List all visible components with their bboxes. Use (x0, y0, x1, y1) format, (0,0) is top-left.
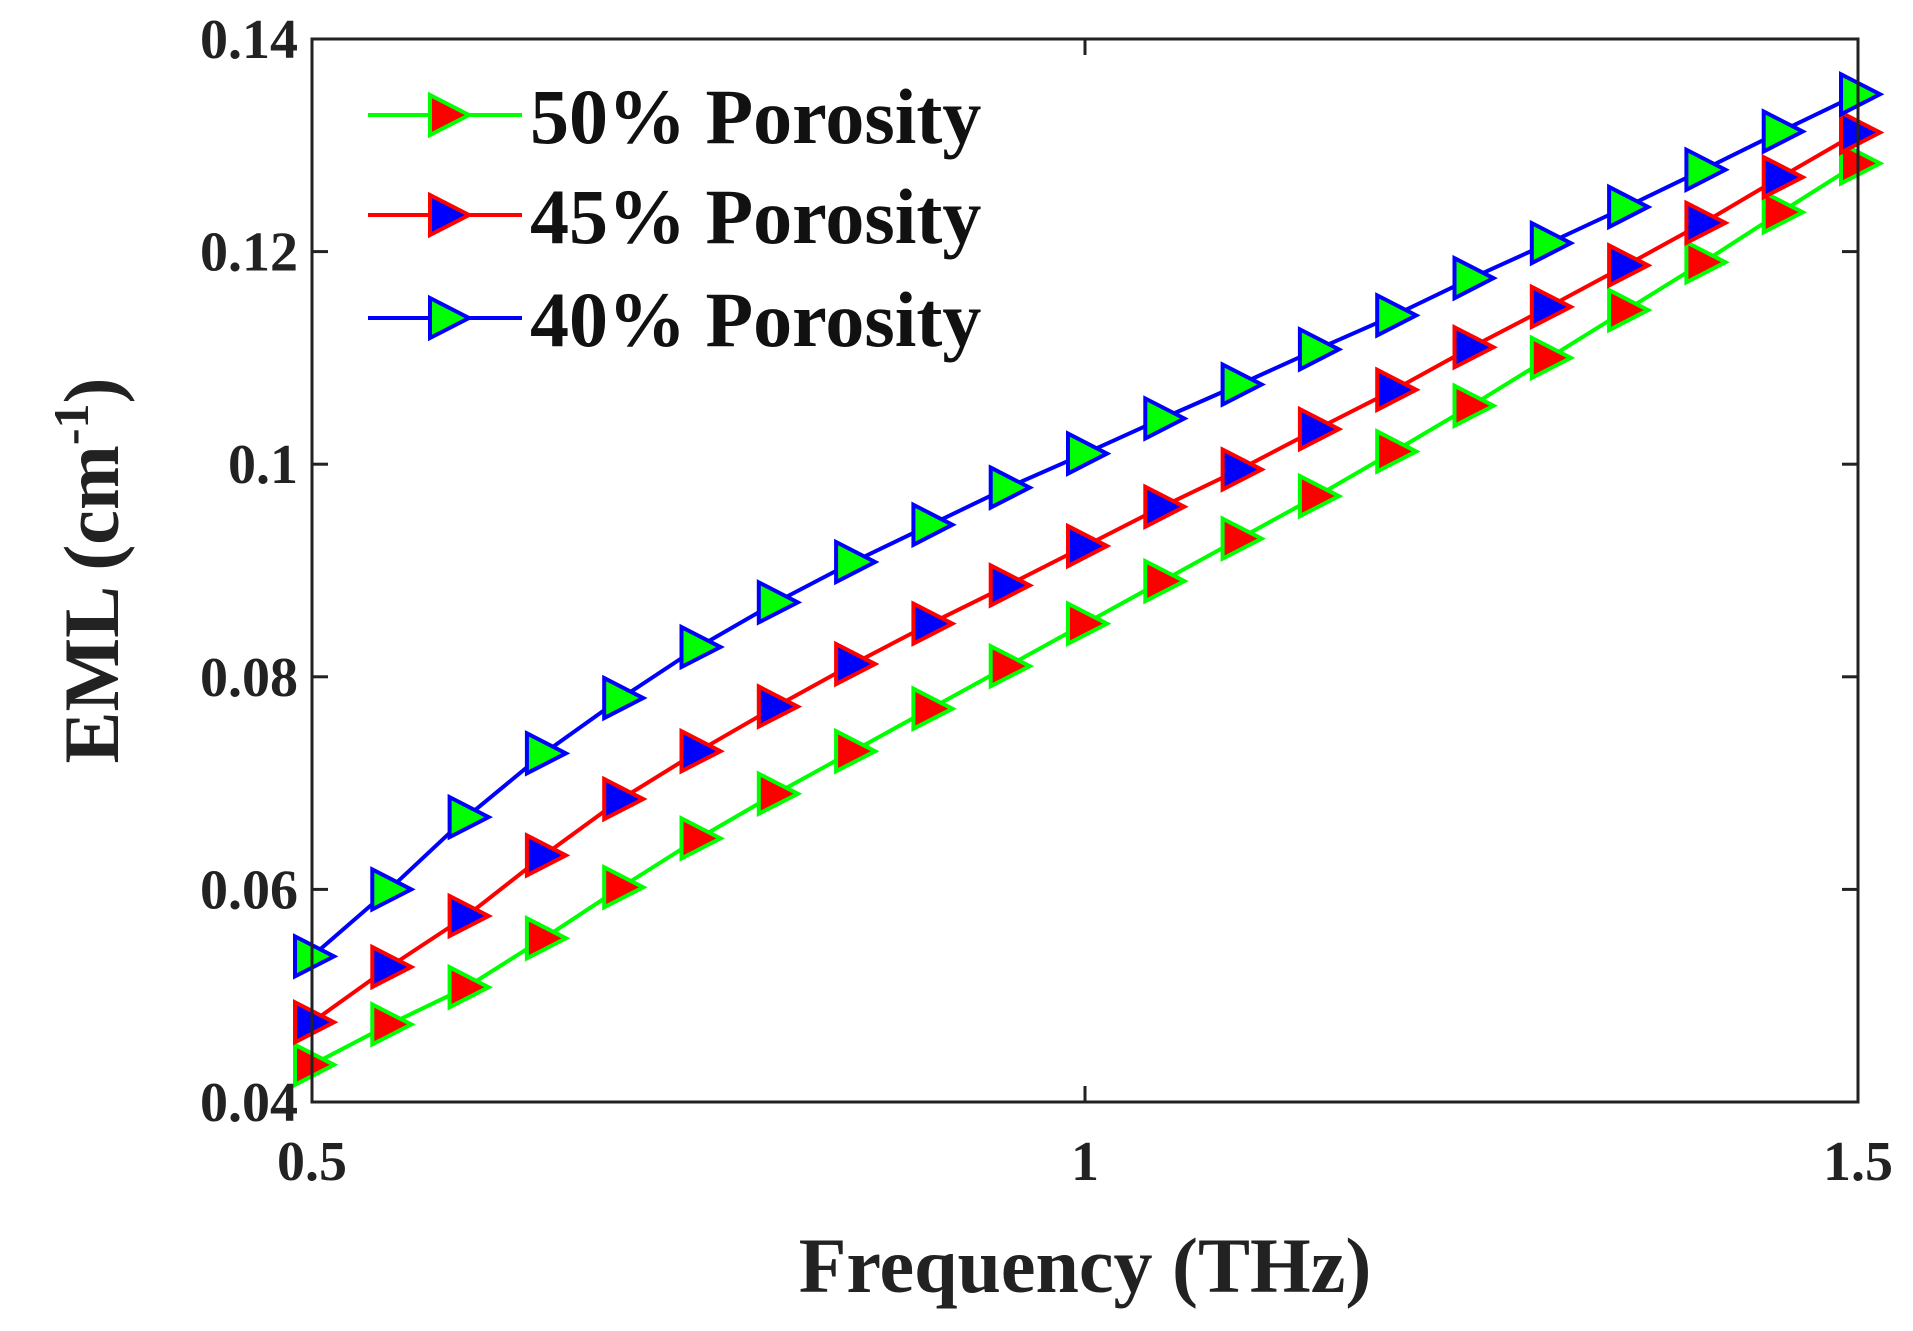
data-point-marker (1220, 515, 1266, 562)
data-point-marker (370, 1001, 416, 1048)
legend-marker (428, 294, 474, 342)
legend-marker (428, 91, 474, 139)
x-tick-label: 0.5 (277, 1131, 347, 1193)
data-point-marker (834, 538, 880, 586)
data-point-marker (602, 674, 648, 722)
data-point-marker (293, 1041, 339, 1089)
legend-label: 45% Porosity (530, 173, 981, 260)
legend: 50% Porosity 45% Porosity 40% Porosity (368, 73, 981, 363)
data-point-marker (1607, 183, 1653, 231)
data-point-marker (447, 793, 493, 841)
data-point-marker (1452, 323, 1498, 371)
data-point-marker (1839, 71, 1885, 118)
data-point-marker (524, 730, 571, 777)
data-point-marker (911, 685, 957, 732)
y-axis-label: EML (cm-1) (43, 377, 135, 763)
data-point-marker (1684, 238, 1730, 286)
y-axis-label-close: ) (48, 377, 135, 403)
data-point-marker (447, 892, 493, 940)
data-point-marker (1143, 483, 1189, 530)
data-point-marker (1297, 405, 1344, 453)
data-point-marker (679, 727, 725, 775)
tick-labels: 0.04 0.06 0.08 0.1 0.12 0.14 0.5 1 1.5 (200, 9, 1893, 1193)
y-tick-label: 0.06 (200, 859, 298, 921)
data-point-marker (1297, 326, 1344, 373)
y-tick-label: 0.14 (200, 9, 298, 71)
data-point-marker (1839, 109, 1885, 156)
y-tick-label: 0.12 (200, 222, 298, 284)
y-tick-label: 0.1 (228, 434, 298, 496)
data-point-marker (911, 501, 957, 549)
data-point-marker (988, 562, 1035, 609)
data-point-marker (1297, 472, 1344, 520)
data-point-marker (447, 963, 493, 1011)
data-point-marker (679, 815, 725, 862)
data-point-marker (756, 579, 803, 626)
data-point-marker (1375, 292, 1421, 339)
data-point-marker (1066, 522, 1112, 570)
data-point-marker (524, 832, 571, 879)
data-point-marker (1684, 146, 1730, 194)
data-point-marker (988, 642, 1035, 690)
data-point-marker (1529, 334, 1576, 382)
data-point-marker (1607, 242, 1653, 289)
data-point-marker (370, 943, 416, 991)
data-point-marker (1607, 286, 1653, 334)
data-point-marker (1761, 188, 1808, 236)
data-point-marker (1761, 153, 1808, 201)
data-point-marker (1529, 283, 1576, 331)
y-axis-label-superscript: -1 (43, 403, 99, 445)
y-tick-label: 0.08 (200, 647, 298, 709)
data-point-marker (1220, 446, 1266, 493)
data-point-marker (756, 770, 803, 818)
legend-label: 50% Porosity (530, 73, 981, 160)
data-point-marker (1375, 366, 1421, 414)
data-point-marker (602, 775, 648, 823)
data-point-marker (1839, 140, 1885, 187)
legend-marker (428, 191, 474, 239)
data-point-marker (1143, 395, 1189, 442)
data-point-marker (1684, 199, 1730, 247)
data-point-marker (1761, 108, 1808, 155)
data-point-marker (293, 933, 339, 980)
axis-ticks (310, 37, 1860, 1104)
data-point-marker (756, 683, 803, 730)
data-point-marker (1066, 430, 1112, 477)
data-point-marker (1066, 600, 1112, 647)
x-tick-label: 1 (1071, 1131, 1099, 1193)
data-point-marker (1220, 361, 1266, 408)
data-point-marker (1375, 428, 1421, 475)
data-point-marker (1452, 254, 1498, 302)
data-point-marker (1452, 382, 1498, 430)
data-point-marker (679, 623, 725, 671)
data-point-marker (293, 999, 339, 1046)
data-point-marker (1529, 219, 1576, 267)
data-point-marker (834, 640, 880, 688)
legend-label: 40% Porosity (530, 276, 981, 363)
data-point-marker (602, 864, 648, 911)
data-point-marker (1143, 557, 1189, 605)
data-point-marker (370, 866, 416, 913)
y-tick-label: 0.04 (200, 1072, 298, 1134)
data-point-marker (524, 915, 571, 962)
data-point-marker (834, 727, 880, 775)
data-point-marker (911, 600, 957, 647)
data-point-marker (988, 464, 1035, 511)
y-axis-label-main: EML (cm (48, 445, 135, 763)
x-axis-label: Frequency (THz) (799, 1222, 1372, 1309)
x-tick-label: 1.5 (1823, 1131, 1893, 1193)
series-group (293, 71, 1885, 1089)
